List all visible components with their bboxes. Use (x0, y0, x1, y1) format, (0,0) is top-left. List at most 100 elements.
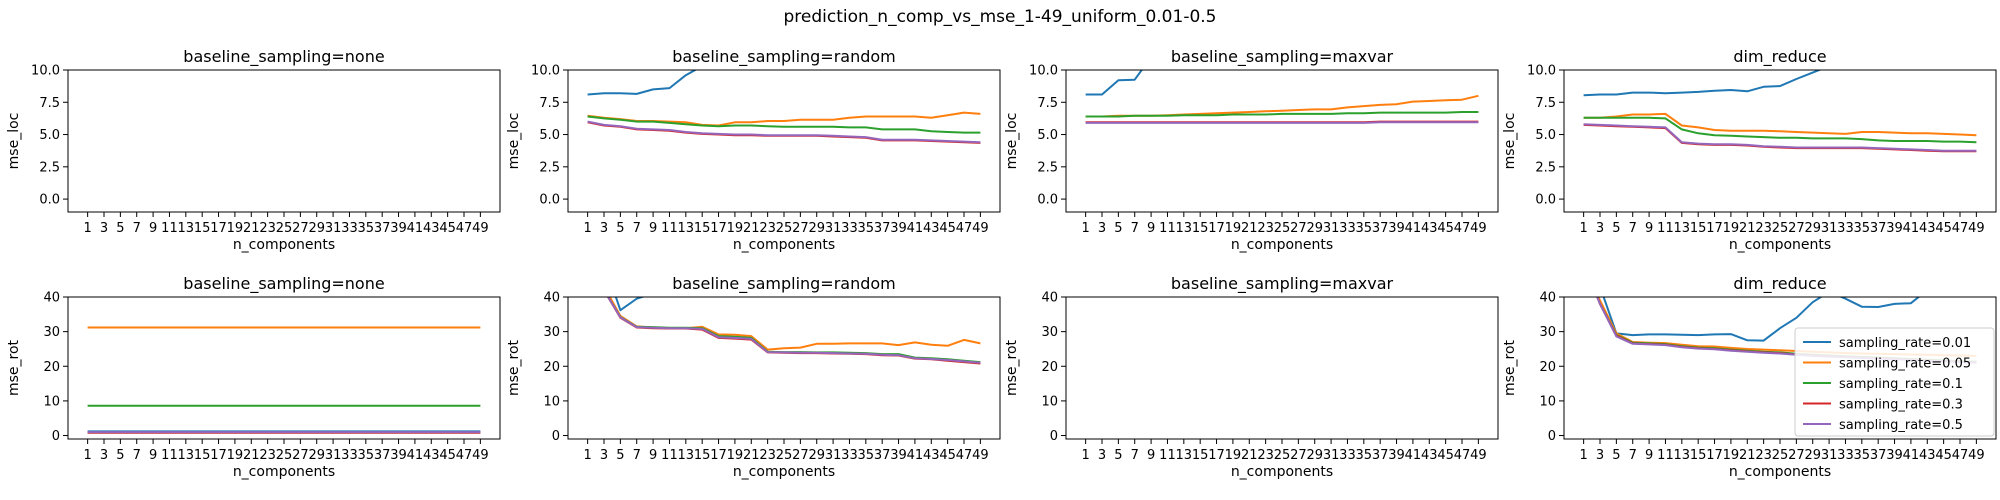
y-axis-label: mse_rot (1502, 339, 1518, 396)
x-tick-label: 15 (1690, 448, 1707, 463)
x-tick-label: 9 (649, 221, 657, 236)
y-tick-label: 2.5 (1037, 160, 1058, 175)
x-tick-label: 25 (1274, 448, 1291, 463)
x-tick-label: 29 (808, 448, 825, 463)
x-tick-label: 17 (1706, 221, 1723, 236)
x-tick-label: 19 (227, 448, 244, 463)
x-tick-label: 15 (1690, 221, 1707, 236)
x-tick-label: 29 (1306, 448, 1323, 463)
x-tick-label: 35 (858, 221, 875, 236)
x-tick-label: 43 (1919, 448, 1936, 463)
y-tick-label: 0 (1050, 429, 1058, 444)
y-tick-label: 10.0 (31, 64, 60, 79)
x-tick-label: 13 (1674, 221, 1691, 236)
y-axis-label: mse_loc (6, 113, 22, 170)
x-tick-label: 47 (1952, 221, 1969, 236)
x-tick-label: 1 (1081, 221, 1089, 236)
x-tick-label: 21 (1241, 221, 1258, 236)
x-tick-label: 31 (825, 448, 842, 463)
subplot-title: dim_reduce (1733, 274, 1826, 294)
x-tick-label: 37 (874, 448, 891, 463)
x-tick-label: 39 (1886, 448, 1903, 463)
x-tick-label: 19 (727, 221, 744, 236)
figure-title: prediction_n_comp_vs_mse_1-49_uniform_0.… (783, 7, 1217, 27)
x-tick-label: 29 (308, 448, 325, 463)
x-tick-label: 9 (1645, 448, 1653, 463)
x-tick-label: 29 (1306, 221, 1323, 236)
x-tick-label: 39 (390, 448, 407, 463)
y-tick-label: 30 (543, 325, 560, 340)
x-tick-label: 11 (1159, 448, 1176, 463)
x-tick-label: 3 (1596, 448, 1604, 463)
x-tick-label: 9 (649, 448, 657, 463)
x-tick-label: 21 (743, 448, 760, 463)
x-tick-label: 45 (1935, 448, 1952, 463)
x-tick-label: 47 (956, 448, 973, 463)
series-line-sampling-rate-0-01 (1602, 297, 1921, 342)
x-tick-label: 37 (374, 448, 391, 463)
x-tick-label: 25 (1772, 448, 1789, 463)
x-axis-label: n_components (233, 464, 335, 480)
x-tick-label: 15 (1192, 448, 1209, 463)
x-axis-label: n_components (1729, 237, 1831, 253)
x-tick-label: 17 (1208, 448, 1225, 463)
plot-frame (1065, 69, 1499, 213)
series-line-sampling-rate-0-1 (587, 115, 981, 134)
x-tick-label: 37 (1870, 448, 1887, 463)
x-tick-label: 1 (83, 221, 91, 236)
x-tick-label: 19 (1225, 221, 1242, 236)
x-tick-label: 33 (841, 448, 858, 463)
x-tick-label: 5 (116, 221, 124, 236)
legend-label: sampling_rate=0.3 (1839, 398, 1963, 413)
x-axis-label: n_components (1729, 464, 1831, 480)
x-tick-label: 11 (661, 221, 678, 236)
x-tick-label: 23 (759, 221, 776, 236)
x-tick-label: 17 (710, 448, 727, 463)
x-tick-label: 25 (1274, 221, 1291, 236)
y-axis-label: mse_rot (6, 339, 22, 396)
y-axis-label: mse_loc (506, 113, 522, 170)
x-tick-label: 3 (1098, 221, 1106, 236)
y-tick-label: 10.0 (1029, 64, 1058, 79)
x-tick-label: 45 (1935, 221, 1952, 236)
x-tick-label: 7 (1131, 221, 1139, 236)
x-tick-label: 41 (907, 448, 924, 463)
x-axis-label: n_components (1231, 464, 1333, 480)
x-tick-label: 1 (83, 448, 91, 463)
x-tick-label: 47 (956, 221, 973, 236)
x-tick-label: 35 (1854, 448, 1871, 463)
x-tick-label: 9 (149, 221, 157, 236)
x-tick-label: 41 (407, 448, 424, 463)
y-tick-label: 0 (52, 429, 60, 444)
x-tick-label: 49 (472, 448, 489, 463)
x-tick-label: 31 (825, 221, 842, 236)
y-tick-label: 2.5 (1535, 160, 1556, 175)
y-tick-label: 40 (1539, 291, 1556, 306)
x-tick-label: 31 (325, 448, 342, 463)
x-tick-label: 11 (661, 448, 678, 463)
x-tick-label: 37 (374, 221, 391, 236)
x-tick-label: 19 (1723, 448, 1740, 463)
x-tick-label: 31 (1323, 221, 1340, 236)
x-tick-label: 27 (792, 448, 809, 463)
x-axis-label: n_components (233, 237, 335, 253)
x-tick-label: 19 (727, 448, 744, 463)
subplot-title: baseline_sampling=random (672, 274, 896, 294)
y-tick-label: 0.0 (1037, 193, 1058, 208)
x-tick-label: 43 (1421, 448, 1438, 463)
x-tick-label: 23 (1257, 221, 1274, 236)
x-tick-label: 21 (1739, 448, 1756, 463)
x-tick-label: 23 (1755, 221, 1772, 236)
y-tick-label: 30 (1041, 325, 1058, 340)
x-tick-label: 49 (1470, 448, 1487, 463)
x-tick-label: 5 (1612, 448, 1620, 463)
y-axis-label: mse_loc (1004, 113, 1020, 170)
x-tick-label: 1 (1081, 448, 1089, 463)
x-tick-label: 3 (1596, 221, 1604, 236)
plot-frame (67, 69, 501, 213)
x-tick-label: 13 (178, 221, 195, 236)
x-tick-label: 31 (1323, 448, 1340, 463)
x-tick-label: 1 (1579, 448, 1587, 463)
